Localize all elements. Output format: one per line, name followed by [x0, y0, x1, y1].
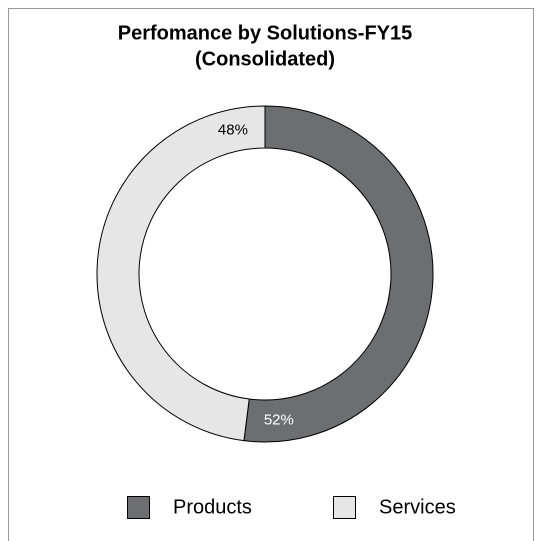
data-label: 48%: [218, 122, 248, 139]
legend-swatch: [333, 496, 356, 519]
data-label: 52%: [264, 411, 294, 428]
legend-label: Services: [379, 496, 456, 518]
legend-label: Products: [173, 496, 252, 518]
legend-swatch: [127, 496, 150, 519]
donut-slice: [96, 105, 266, 442]
donut-slice: [243, 105, 434, 443]
chart-title: Perfomance by Solutions-FY15: [118, 22, 413, 44]
chart-title: (Consolidated): [195, 48, 335, 70]
frame: [8, 8, 534, 541]
